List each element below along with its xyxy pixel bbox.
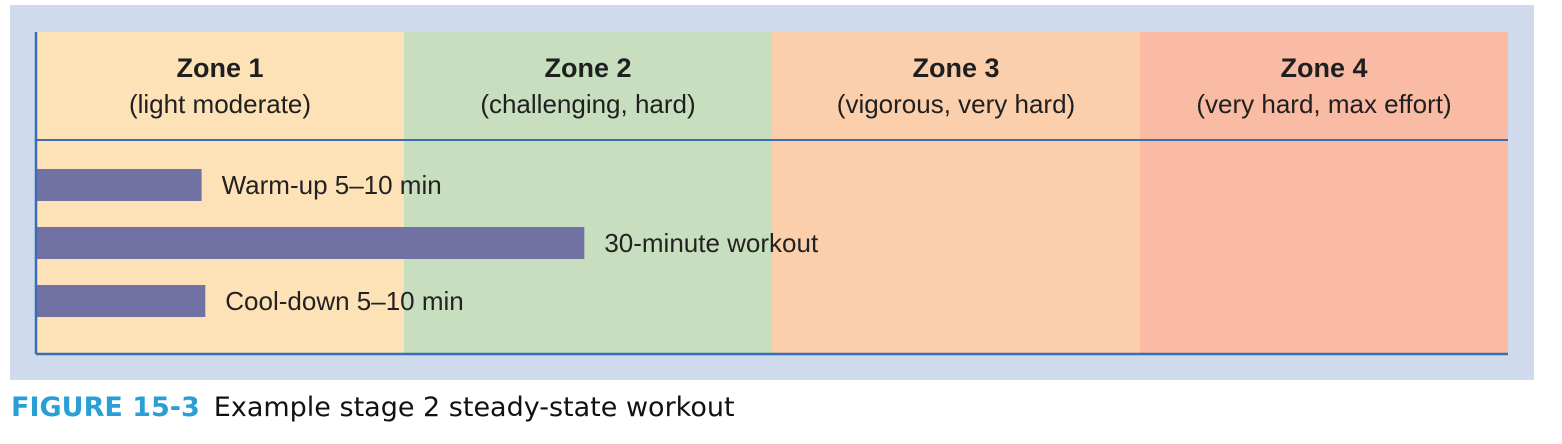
zone-4-band bbox=[1140, 32, 1508, 354]
zone-2-band bbox=[404, 32, 772, 354]
bar-3 bbox=[36, 285, 206, 317]
zone-2-title: Zone 2 bbox=[544, 53, 631, 83]
zone-headers: Zone 1 (light moderate) Zone 2 (challenging… bbox=[129, 53, 1452, 119]
axis-group bbox=[34, 32, 1508, 356]
bar-3-label: Cool-down 5–10 min bbox=[225, 286, 463, 316]
zone-backgrounds bbox=[36, 32, 1508, 354]
zone-1-title: Zone 1 bbox=[176, 53, 263, 83]
figure-caption: FIGURE 15-3 Example stage 2 steady-state… bbox=[11, 392, 735, 432]
zone-1-description: (light moderate) bbox=[129, 89, 311, 119]
bar-1-label: Warm-up 5–10 min bbox=[222, 170, 442, 200]
zone-2-description: (challenging, hard) bbox=[480, 89, 695, 119]
bar-1 bbox=[36, 169, 202, 201]
zone-4-title: Zone 4 bbox=[1280, 53, 1367, 83]
bar-2-label: 30-minute workout bbox=[604, 228, 819, 258]
figure-caption-text: Example stage 2 steady-state workout bbox=[213, 392, 735, 423]
bar-group: Warm-up 5–10 min 30-minute workout Cool-do… bbox=[36, 169, 819, 317]
zone-4-description: (very hard, max effort) bbox=[1196, 89, 1451, 119]
bar-2 bbox=[36, 227, 585, 259]
zone-3-description: (vigorous, very hard) bbox=[837, 89, 1075, 119]
figure-number: FIGURE 15-3 bbox=[11, 392, 200, 423]
zone-3-band bbox=[772, 32, 1140, 354]
zone-3-title: Zone 3 bbox=[912, 53, 999, 83]
